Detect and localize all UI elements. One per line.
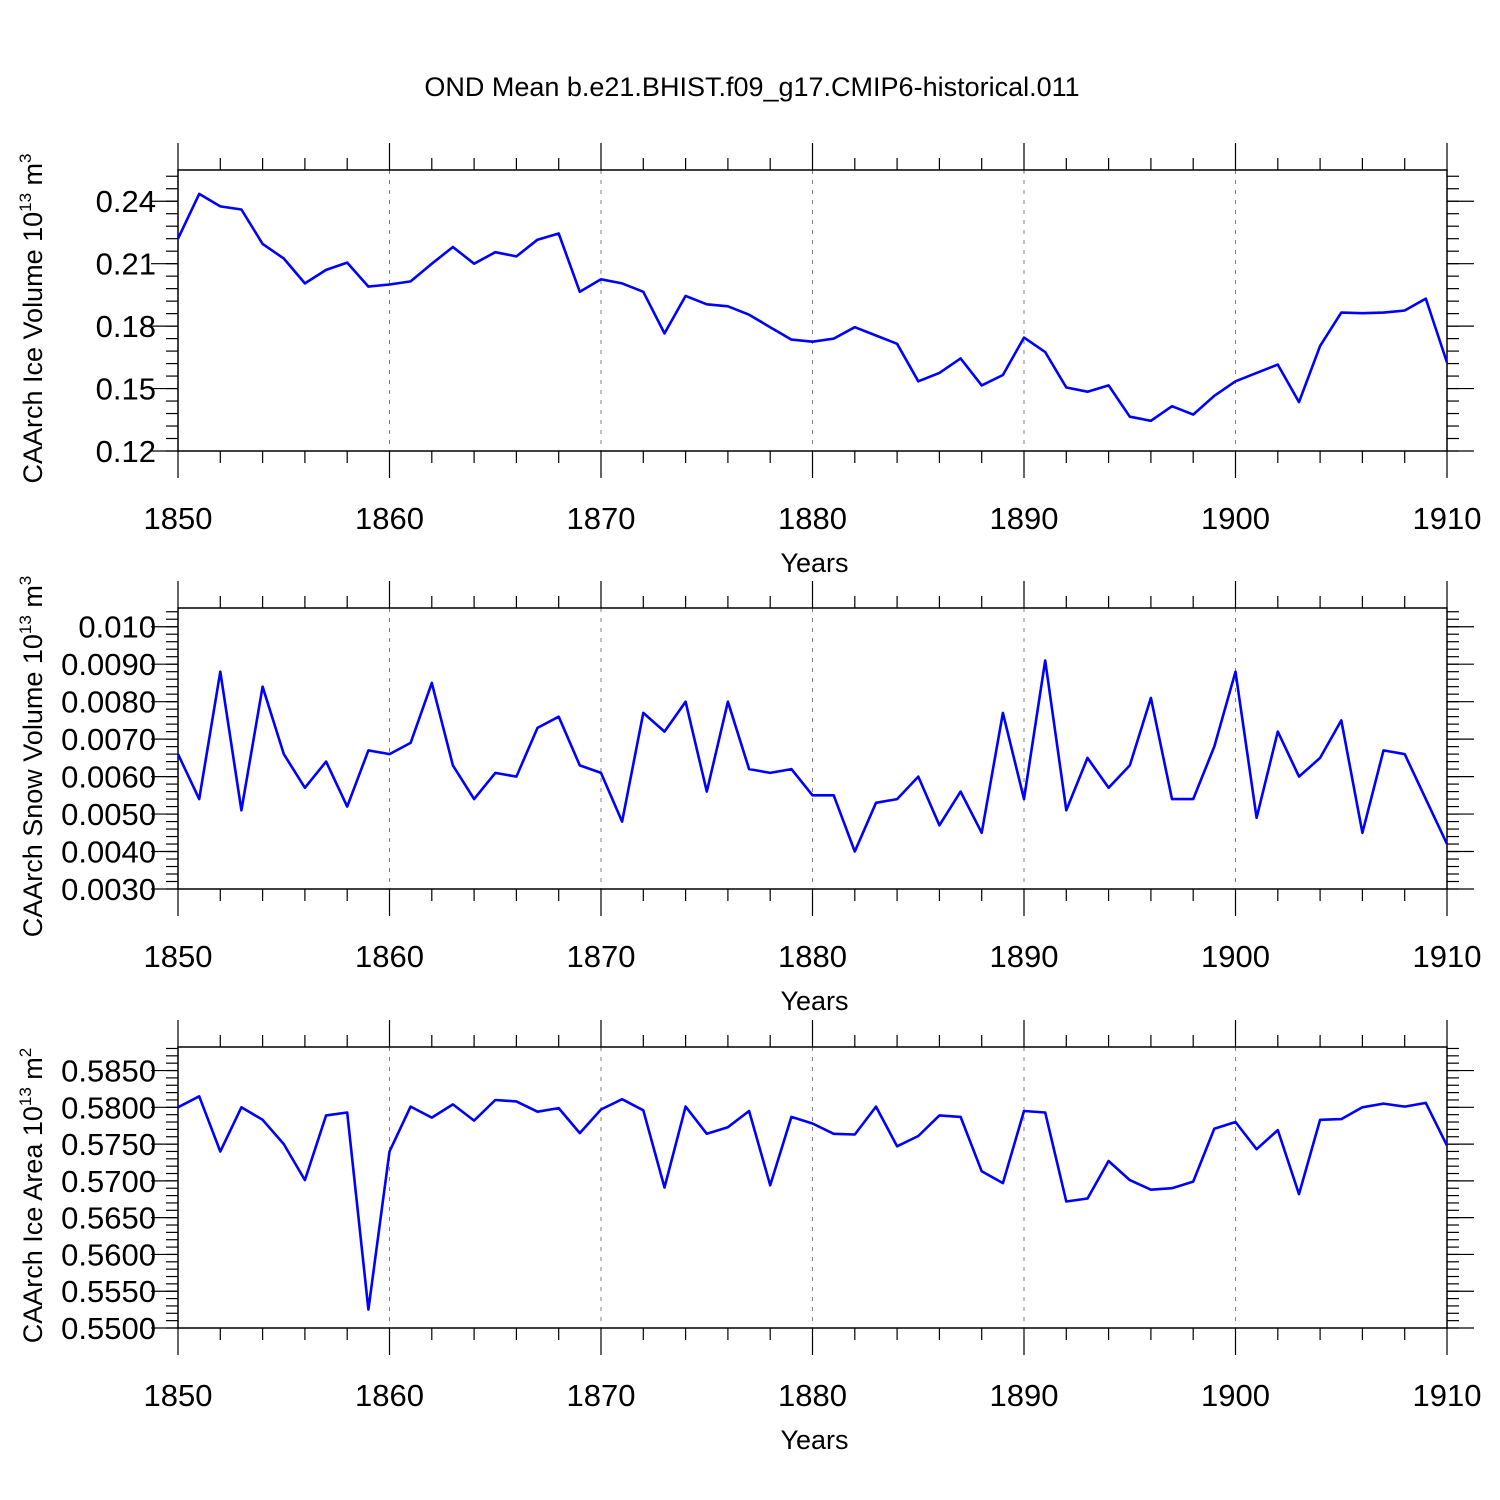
x-tick-label: 1890 <box>990 939 1059 974</box>
y-axis-label: CAArch Snow Volume 1013 m3 <box>16 576 48 938</box>
snow-volume-panel: 1850 1860 1870 1880 1890 1900 1910Years0.00300… <box>16 576 1481 1016</box>
x-tick-label: 1860 <box>355 939 424 974</box>
x-tick-label: 1900 <box>1201 1378 1270 1413</box>
y-axis-label-unit: m <box>18 1057 48 1087</box>
y-tick-label: 0.5550 <box>61 1274 156 1309</box>
y-tick-label: 0.12 <box>96 434 156 469</box>
x-tick-label: 1860 <box>355 501 424 536</box>
y-tick-label: 0.5750 <box>61 1127 156 1162</box>
x-tick-label: 1890 <box>990 1378 1059 1413</box>
x-axis-label: Years <box>780 986 848 1016</box>
y-axis-label-text: CAArch Snow Volume 10 <box>18 634 48 937</box>
series-line <box>176 192 1449 423</box>
y-tick-label: 0.18 <box>96 309 156 344</box>
y-tick-label: 0.0060 <box>61 760 156 795</box>
y-axis-label-unit: m <box>18 163 48 193</box>
y-tick-label: 0.0070 <box>61 722 156 757</box>
y-tick-label: 0.21 <box>96 247 156 282</box>
y-axis-label-text: CAArch Ice Area 10 <box>18 1106 48 1343</box>
figure-title: OND Mean b.e21.BHIST.f09_g17.CMIP6-histo… <box>424 72 1079 102</box>
y-tick-label: 0.5500 <box>61 1311 156 1346</box>
x-axis-label: Years <box>780 1425 848 1455</box>
y-axis-label-exponent: 13 <box>16 615 35 634</box>
y-tick-label: 0.0080 <box>61 685 156 720</box>
y-tick-label: 0.5700 <box>61 1164 156 1199</box>
x-tick-label: 1880 <box>778 939 847 974</box>
x-tick-label: 1850 <box>144 939 213 974</box>
y-axis-label-unit-exponent: 3 <box>16 153 35 162</box>
y-tick-label: 0.24 <box>96 184 156 219</box>
y-axis-label-text: CAArch Ice Volume 10 <box>18 212 48 484</box>
y-tick-label: 0.15 <box>96 372 156 407</box>
y-tick-label: 0.010 <box>78 610 156 645</box>
x-tick-label: 1880 <box>778 1378 847 1413</box>
x-tick-label: 1870 <box>567 1378 636 1413</box>
x-tick-label: 1860 <box>355 1378 424 1413</box>
x-tick-label: 1890 <box>990 501 1059 536</box>
x-tick-label: 1850 <box>144 1378 213 1413</box>
y-tick-label: 0.0090 <box>61 647 156 682</box>
x-tick-label: 1910 <box>1413 501 1482 536</box>
y-tick-label: 0.0050 <box>61 797 156 832</box>
y-axis-label-exponent: 13 <box>16 1087 35 1106</box>
series-line <box>176 659 1449 853</box>
y-axis-label-unit: m <box>18 585 48 615</box>
x-tick-label: 1900 <box>1201 501 1270 536</box>
ice-area-panel: 1850 1860 1870 1880 1890 1900 1910Years0.55000… <box>16 1020 1481 1455</box>
y-tick-label: 0.5800 <box>61 1090 156 1125</box>
y-axis-label-unit-exponent: 2 <box>16 1048 35 1057</box>
x-tick-label: 1910 <box>1413 1378 1482 1413</box>
x-axis-label: Years <box>780 548 848 578</box>
y-tick-label: 0.5850 <box>61 1054 156 1089</box>
y-axis-label-exponent: 13 <box>16 193 35 212</box>
y-tick-label: 0.5600 <box>61 1237 156 1272</box>
y-tick-label: 0.5650 <box>61 1201 156 1236</box>
series-line <box>177 1095 1449 1311</box>
x-tick-label: 1910 <box>1413 939 1482 974</box>
x-tick-label: 1900 <box>1201 939 1270 974</box>
y-tick-label: 0.0030 <box>61 872 156 907</box>
y-tick-label: 0.0040 <box>61 835 156 870</box>
x-tick-label: 1870 <box>567 939 636 974</box>
ice-volume-panel: 1850 1860 1870 1880 1890 1900 1910 Years 0.12 0.1… <box>16 143 1481 578</box>
x-tick-label: 1850 <box>144 501 213 536</box>
y-axis-label: CAArch Ice Area 1013 m2 <box>16 1048 48 1344</box>
y-axis-label: CAArch Ice Volume 1013 m3 <box>16 153 48 483</box>
y-axis-label-unit-exponent: 3 <box>16 576 35 585</box>
x-tick-label: 1870 <box>567 501 636 536</box>
x-tick-label: 1880 <box>778 501 847 536</box>
